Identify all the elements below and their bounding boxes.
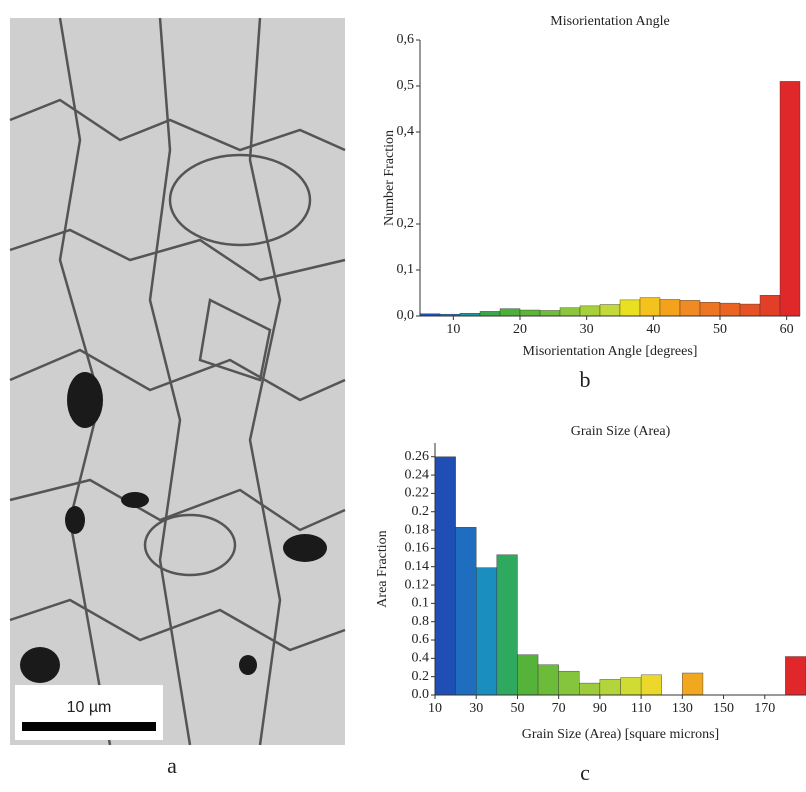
bar [455, 527, 477, 696]
x-tick-label: 10 [428, 701, 442, 716]
y-tick-label: 0.12 [405, 577, 430, 592]
y-tick-label: 0.4 [412, 651, 430, 666]
bar [682, 672, 704, 696]
x-tick-label: 40 [646, 322, 660, 337]
bar [537, 664, 559, 696]
bar [476, 567, 498, 696]
bar [739, 303, 761, 317]
x-tick-label: 130 [672, 701, 693, 716]
bar [558, 670, 580, 696]
y-tick-label: 0.18 [405, 522, 430, 537]
bar [679, 300, 701, 317]
bar [699, 302, 721, 317]
x-tick-label: 50 [510, 701, 524, 716]
panel-label: c [580, 760, 590, 785]
bar [517, 654, 539, 696]
y-tick-label: 0,6 [397, 32, 415, 47]
bar [599, 679, 621, 696]
y-tick-label: 0.6 [412, 632, 430, 647]
x-axis-label: Misorientation Angle [degrees] [523, 344, 698, 359]
y-tick-label: 0.14 [405, 559, 430, 574]
y-tick-label: 0.16 [405, 541, 430, 556]
panel-label: a [167, 753, 177, 778]
bar [759, 295, 781, 317]
x-tick-label: 150 [713, 701, 734, 716]
x-tick-label: 30 [580, 322, 594, 337]
y-tick-label: 0.0 [412, 687, 430, 702]
y-tick-label: 0.22 [405, 486, 430, 501]
x-tick-label: 50 [713, 322, 727, 337]
bar [519, 309, 541, 317]
x-tick-label: 10 [446, 322, 460, 337]
y-tick-label: 0.2 [412, 504, 430, 519]
x-tick-label: 70 [552, 701, 566, 716]
y-axis-label: Area Fraction [375, 530, 390, 607]
y-tick-label: 0,5 [397, 78, 415, 93]
bar [479, 311, 501, 317]
bar [434, 456, 456, 696]
bar [579, 682, 601, 696]
x-tick-label: 110 [631, 701, 651, 716]
bar [499, 308, 521, 317]
bar [659, 299, 681, 317]
y-tick-label: 0.26 [405, 449, 430, 464]
scale-bar [22, 722, 156, 731]
chart-title: Grain Size (Area) [571, 424, 671, 439]
x-tick-label: 90 [593, 701, 607, 716]
bar [619, 299, 641, 317]
y-tick-label: 0.8 [412, 614, 430, 629]
bar [599, 304, 621, 317]
x-tick-label: 170 [754, 701, 775, 716]
bar [779, 81, 801, 317]
bar [640, 674, 662, 696]
bar [639, 297, 661, 317]
panel-label: b [580, 367, 591, 392]
x-tick-label: 60 [780, 322, 794, 337]
y-tick-label: 0.1 [412, 596, 430, 611]
y-tick-label: 0,1 [397, 262, 415, 277]
micrograph: 10 µm [9, 17, 346, 746]
y-tick-label: 0,4 [397, 124, 415, 139]
bar [579, 305, 601, 317]
y-tick-label: 0,2 [397, 216, 415, 231]
bar [620, 677, 642, 696]
bar [496, 554, 518, 696]
scale-bar-label: 10 µm [67, 699, 112, 716]
chart-title: Misorientation Angle [550, 14, 669, 29]
y-tick-label: 0.24 [405, 467, 430, 482]
bar [719, 302, 741, 317]
y-axis-label: Number Fraction [382, 130, 397, 226]
x-tick-label: 20 [513, 322, 527, 337]
bar [539, 310, 561, 317]
y-tick-label: 0.2 [412, 669, 430, 684]
x-tick-label: 30 [469, 701, 483, 716]
bar [785, 656, 806, 696]
x-axis-label: Grain Size (Area) [square microns] [522, 727, 719, 742]
y-tick-label: 0,0 [397, 308, 415, 323]
bar [559, 307, 581, 317]
